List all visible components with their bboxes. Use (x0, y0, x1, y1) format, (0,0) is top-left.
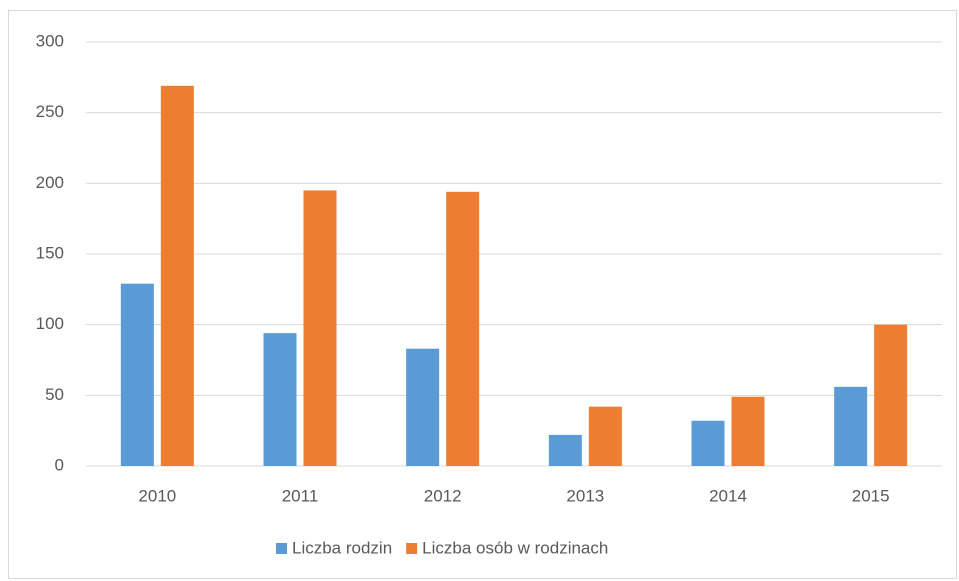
x-tick-label: 2012 (424, 486, 462, 505)
x-tick-label: 2011 (282, 486, 319, 505)
x-tick-label: 2013 (566, 486, 604, 505)
bar (548, 434, 582, 466)
bar (160, 85, 194, 467)
y-tick-label: 250 (36, 102, 64, 121)
legend-label: Liczba rodzin (292, 538, 392, 557)
bar (588, 406, 622, 466)
bar (691, 420, 725, 466)
y-tick-label: 0 (55, 455, 64, 474)
bar (406, 348, 440, 466)
bar (446, 191, 480, 466)
y-tick-label: 100 (36, 314, 64, 333)
x-tick-label: 2010 (138, 486, 176, 505)
y-tick-label: 200 (36, 173, 64, 192)
x-tick-label: 2014 (709, 486, 747, 505)
bar (834, 386, 868, 466)
legend-swatch (276, 543, 287, 554)
bar (263, 333, 297, 466)
x-tick-label: 2015 (852, 486, 890, 505)
bar (874, 324, 908, 466)
legend-label: Liczba osób w rodzinach (422, 538, 608, 557)
bar (731, 396, 765, 466)
legend-swatch (406, 543, 418, 554)
bar (120, 283, 154, 466)
y-tick-label: 300 (36, 31, 64, 50)
bar (303, 190, 337, 466)
y-tick-label: 50 (45, 385, 64, 404)
y-tick-label: 150 (36, 243, 64, 262)
